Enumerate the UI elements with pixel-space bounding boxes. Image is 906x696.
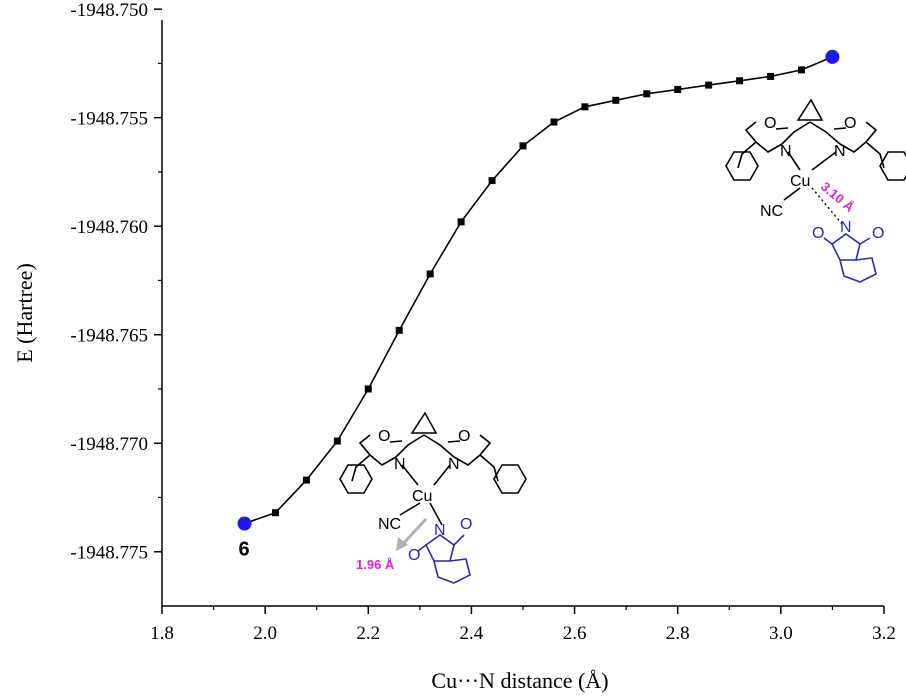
low-imide bbox=[417, 534, 471, 584]
data-point bbox=[457, 218, 465, 226]
data-point bbox=[674, 85, 682, 93]
high-n2-label: N bbox=[834, 143, 846, 160]
data-point bbox=[797, 66, 805, 74]
low-distance-arrow bbox=[400, 517, 428, 547]
high-imide-o1-label: O bbox=[812, 225, 824, 242]
x-ticks bbox=[161, 606, 885, 614]
compound-label: 6 bbox=[239, 539, 250, 561]
x-tick-label: 2.6 bbox=[563, 623, 587, 644]
energy-curve bbox=[244, 56, 833, 525]
x-axis-label: Cu···N distance (Å) bbox=[431, 668, 608, 693]
low-imide-n-label: N bbox=[434, 522, 446, 539]
y-axis-label: E (Hartree) bbox=[12, 263, 37, 363]
y-tick-label: -1948.760 bbox=[70, 217, 148, 238]
data-point bbox=[271, 509, 279, 517]
data-point bbox=[519, 142, 527, 150]
x-tick-label: 3.0 bbox=[769, 623, 793, 644]
y-tick-label: -1948.775 bbox=[70, 543, 148, 564]
y-tick-label: -1948.770 bbox=[70, 434, 148, 455]
data-point bbox=[736, 77, 744, 85]
low-cu-label: Cu bbox=[412, 488, 432, 505]
y-tick-label: -1948.755 bbox=[70, 109, 148, 130]
high-imide-n-label: N bbox=[840, 219, 852, 236]
x-tick-label: 2.4 bbox=[460, 623, 484, 644]
low-o1-label: O bbox=[378, 428, 390, 445]
data-point bbox=[612, 96, 620, 104]
data-point bbox=[705, 81, 713, 89]
high-o1-label: O bbox=[764, 115, 776, 132]
data-point bbox=[488, 177, 496, 185]
data-point bbox=[581, 103, 589, 111]
data-point bbox=[364, 385, 372, 393]
structure-low-bonds bbox=[339, 411, 527, 526]
low-imide-o1-label: O bbox=[408, 547, 420, 564]
data-point bbox=[302, 476, 310, 484]
high-o2-label: O bbox=[844, 115, 856, 132]
x-tick-label: 3.2 bbox=[872, 623, 896, 644]
high-imide bbox=[823, 233, 877, 283]
low-imide-o2-label: O bbox=[460, 516, 472, 533]
high-imide-o2-label: O bbox=[872, 225, 884, 242]
high-n1-label: N bbox=[780, 143, 792, 160]
y-tick-labels: -1948.750 -1948.755 -1948.760 -1948.765 -194… bbox=[70, 0, 148, 564]
high-nc-label: NC bbox=[760, 203, 783, 220]
structure-low: O O N N Cu NC N O O 1.96 Å bbox=[339, 411, 527, 584]
x-tick-label: 2.0 bbox=[253, 623, 277, 644]
high-cu-label: Cu bbox=[790, 173, 810, 190]
data-point bbox=[767, 72, 775, 80]
data-point bbox=[426, 270, 434, 278]
endpoint-markers bbox=[237, 49, 840, 531]
low-arrow-head bbox=[396, 537, 408, 551]
y-tick-label: -1948.765 bbox=[70, 326, 148, 347]
x-tick-label: 2.2 bbox=[356, 623, 380, 644]
low-nc-label: NC bbox=[378, 516, 401, 533]
low-distance-label: 1.96 Å bbox=[356, 557, 395, 572]
low-o2-label: O bbox=[458, 428, 470, 445]
endpoint-point bbox=[237, 516, 252, 531]
data-point bbox=[333, 437, 341, 445]
low-n2-label: N bbox=[448, 456, 460, 473]
endpoint-point bbox=[825, 49, 840, 64]
data-markers bbox=[271, 66, 805, 517]
y-ticks bbox=[154, 8, 162, 553]
data-point bbox=[550, 118, 558, 126]
data-point bbox=[643, 90, 651, 98]
structure-high: O O N N Cu NC 3.10 Å N O O bbox=[725, 98, 906, 283]
low-n1-label: N bbox=[394, 456, 406, 473]
x-tick-label: 1.8 bbox=[150, 623, 174, 644]
y-tick-label: -1948.750 bbox=[70, 0, 148, 21]
high-distance-label: 3.10 Å bbox=[818, 179, 857, 216]
x-tick-labels: 1.8 2.0 2.2 2.4 2.6 2.8 3.0 3.2 bbox=[150, 623, 896, 644]
x-tick-label: 2.8 bbox=[666, 623, 690, 644]
structure-high-bonds bbox=[725, 98, 906, 201]
data-point bbox=[395, 326, 403, 334]
